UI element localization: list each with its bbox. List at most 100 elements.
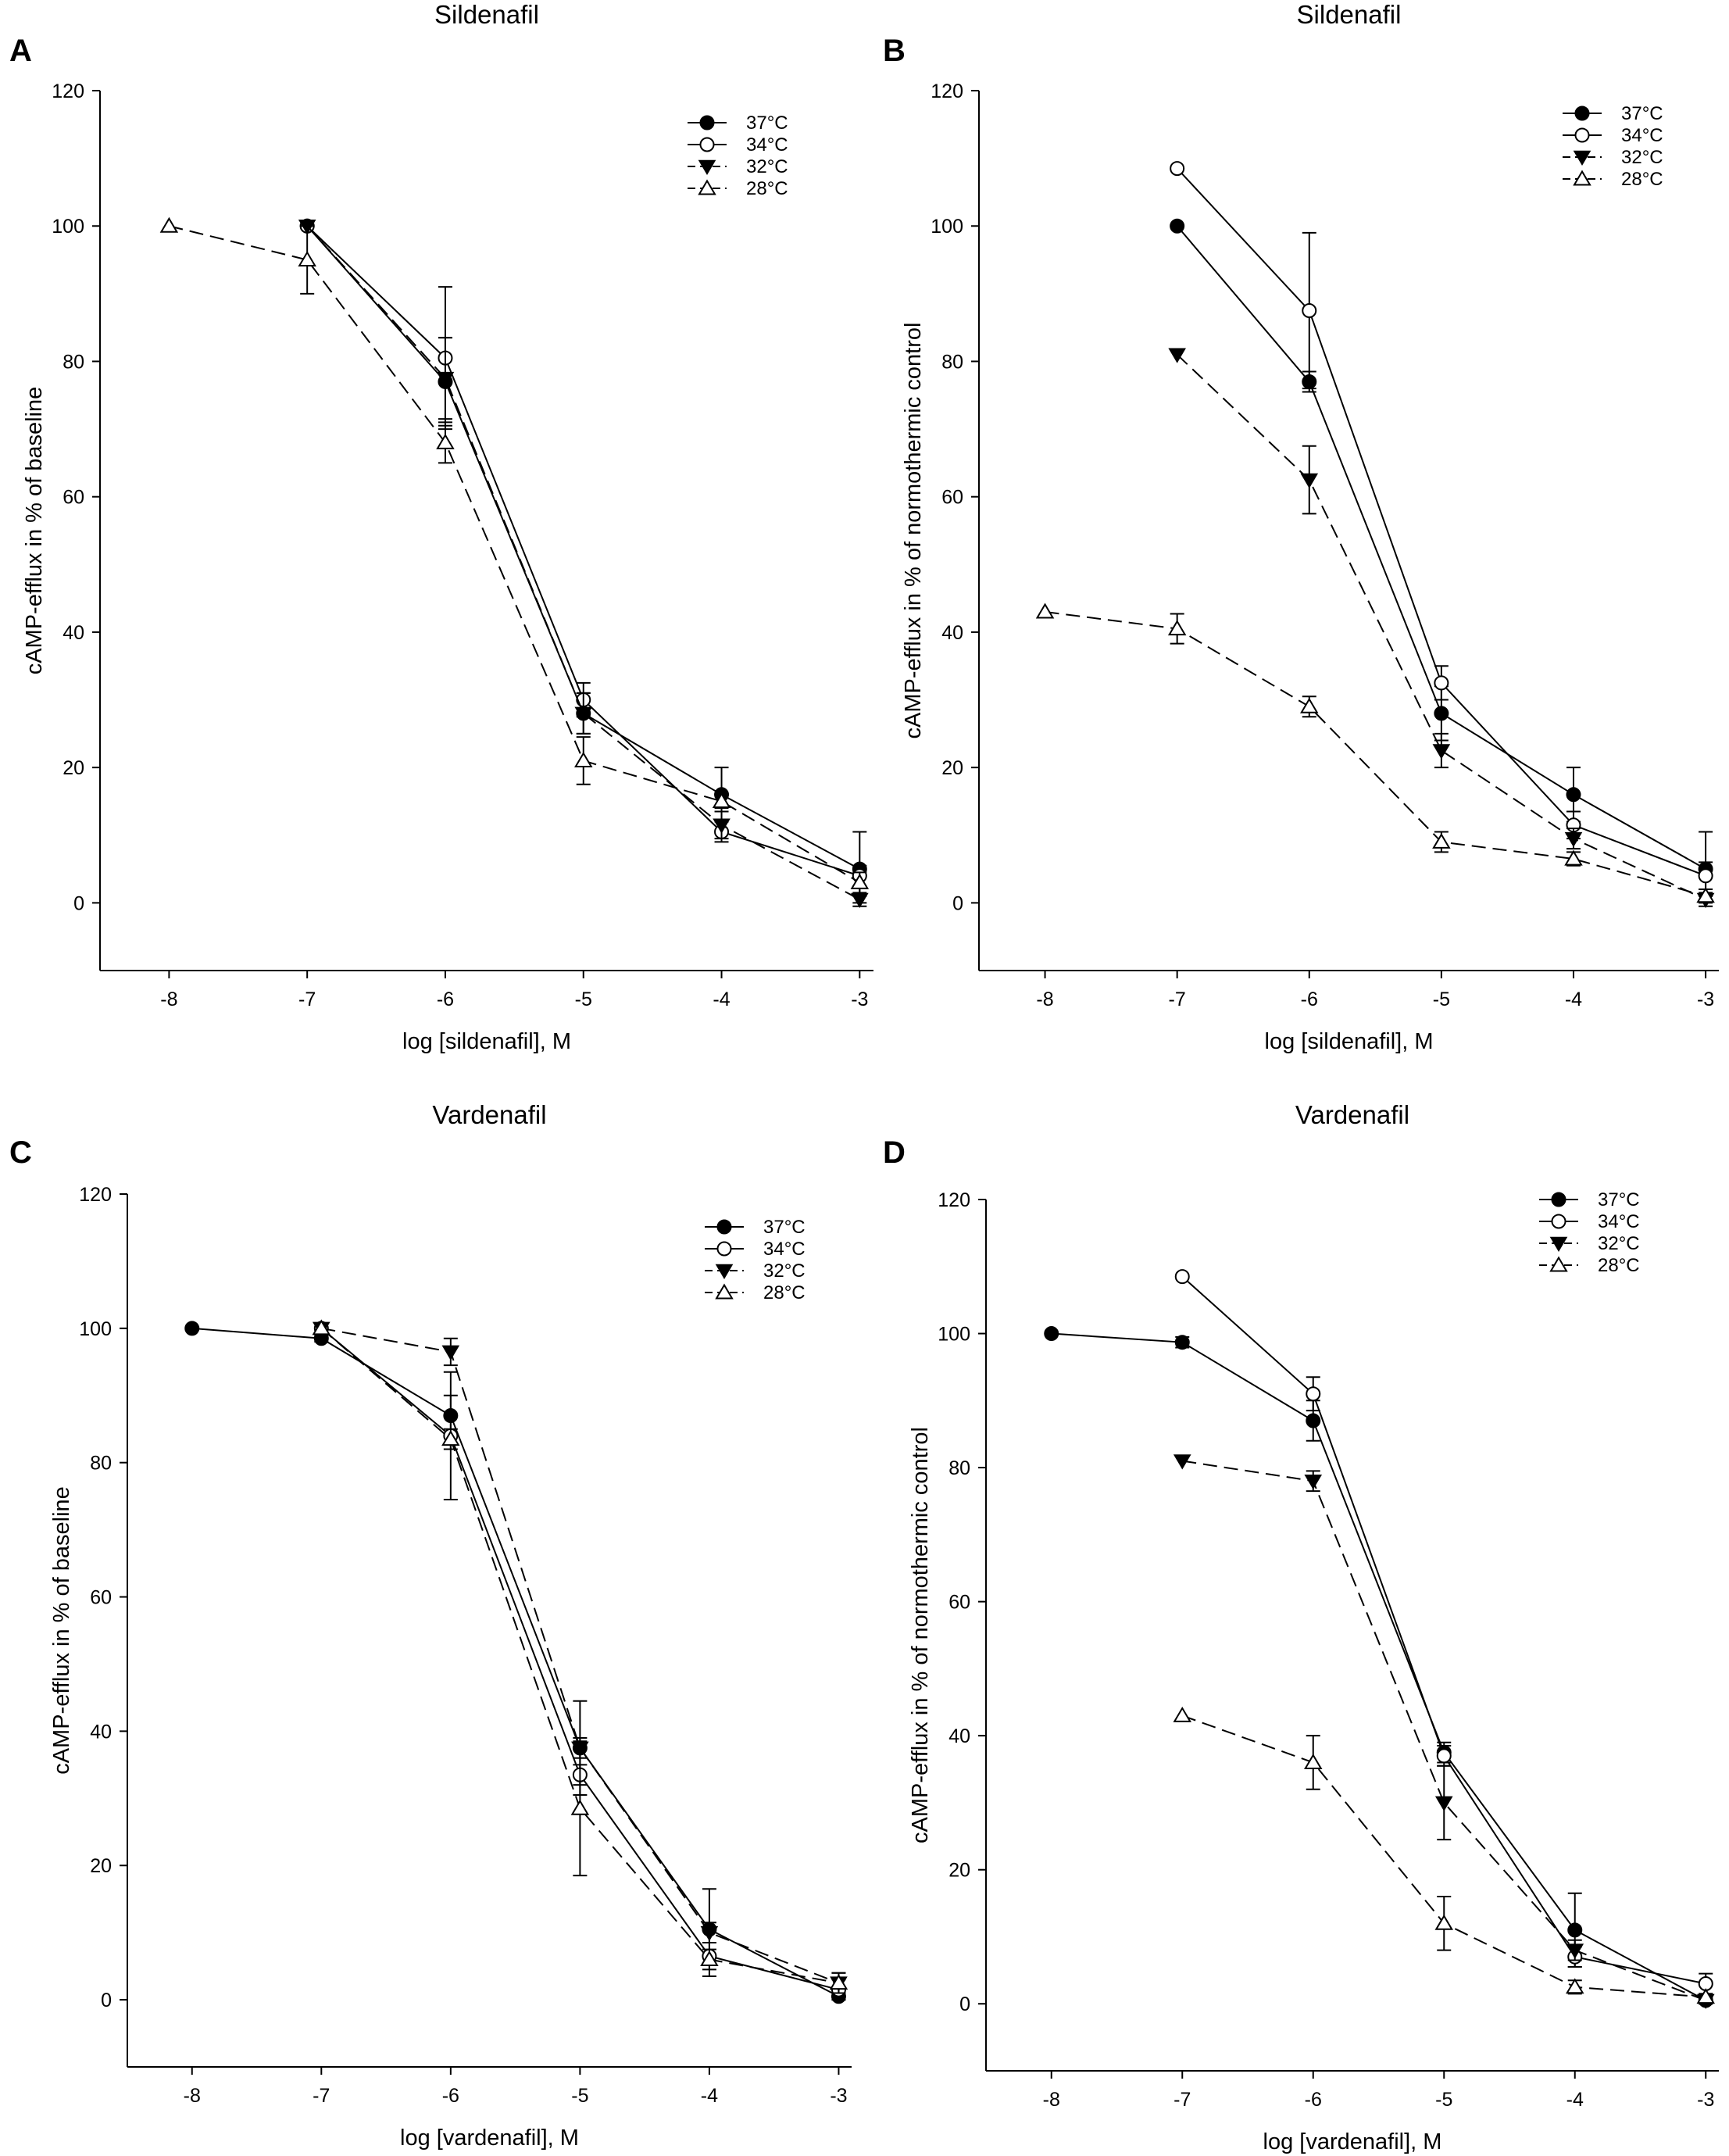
data-point — [1044, 1326, 1059, 1342]
x-axis-label: log [sildenafil], M — [402, 1029, 571, 1054]
y-tick-label: 100 — [938, 1324, 970, 1346]
y-tick-label: 0 — [101, 1990, 112, 2011]
x-tick-label: -4 — [713, 989, 730, 1010]
data-point — [713, 818, 731, 834]
series-28c — [1035, 602, 1715, 903]
x-tick-label: -5 — [571, 2085, 588, 2107]
data-point — [712, 792, 731, 808]
y-tick-label: 120 — [931, 80, 963, 102]
series-32c — [312, 1321, 848, 1994]
series-line — [321, 1327, 839, 1984]
legend: 37°C34°C32°C28°C — [1563, 103, 1663, 190]
legend-label: 37°C — [1621, 103, 1663, 124]
x-tick-label: -7 — [313, 2085, 330, 2107]
data-point — [1174, 1335, 1190, 1350]
data-point — [441, 1430, 460, 1446]
data-point — [1167, 620, 1187, 636]
y-tick-label: 40 — [948, 1725, 970, 1747]
data-point — [1696, 1988, 1715, 2004]
series-28c — [159, 216, 870, 894]
y-tick-label: 40 — [90, 1721, 112, 1743]
data-point — [436, 371, 455, 388]
data-point — [574, 706, 593, 722]
data-point — [312, 1319, 331, 1335]
data-point — [1170, 218, 1185, 234]
series-line — [191, 1327, 839, 1997]
legend-label: 37°C — [763, 1217, 806, 1238]
panel-letter: A — [9, 34, 32, 68]
data-point — [436, 433, 455, 449]
y-axis-label: cAMP-efflux in % of normothermic control — [901, 323, 926, 739]
legend-marker — [698, 159, 716, 175]
panel-a: A Sildenafil 0 20 40 60 80 100 120 -8 -7 -6 -5 -4 -3 lo… — [9, 0, 873, 1054]
legend-label: 28°C — [1621, 169, 1663, 190]
panel-letter: C — [9, 1135, 32, 1170]
y-tick-label: 60 — [90, 1587, 112, 1609]
x-tick-label: -6 — [1305, 2089, 1322, 2111]
x-tick-label: -3 — [1697, 2089, 1714, 2111]
data-point — [1566, 1943, 1584, 1959]
series-line — [1176, 354, 1706, 900]
series-line — [1051, 1332, 1706, 2001]
y-tick-label: 120 — [938, 1189, 970, 1211]
data-point — [574, 752, 593, 767]
series-28c — [312, 1319, 848, 1994]
legend-label: 37°C — [1598, 1189, 1640, 1210]
series-line — [1176, 167, 1706, 877]
panel-c: C Vardenafil 0 20 40 60 80 100 120 -8 -7 -6 -5 -4 -3 lo… — [9, 1100, 852, 2151]
panel-letter: D — [883, 1135, 906, 1170]
data-point — [159, 216, 179, 233]
series-line — [320, 1328, 839, 1984]
x-axis-label: log [vardenafil], M — [1263, 2129, 1442, 2154]
series-line — [169, 225, 860, 884]
x-tick-label: -7 — [1169, 989, 1186, 1010]
legend-marker — [1573, 150, 1591, 166]
x-axis-label: log [vardenafil], M — [400, 2126, 579, 2151]
legend-marker — [715, 1264, 734, 1279]
legend-marker — [699, 115, 715, 131]
legend-label: 34°C — [746, 134, 788, 156]
series-line — [1045, 610, 1706, 897]
data-point — [1304, 1753, 1323, 1769]
data-point — [1432, 832, 1451, 849]
chart-title: Sildenafil — [1297, 0, 1402, 29]
y-tick-label: 120 — [52, 80, 84, 102]
y-tick-label: 100 — [79, 1318, 112, 1340]
series-line — [1176, 225, 1706, 870]
data-point — [298, 251, 316, 267]
x-tick-label: -7 — [1174, 2089, 1191, 2111]
y-tick-label: 20 — [63, 757, 84, 779]
series-line — [320, 1328, 839, 1991]
data-point — [1696, 887, 1715, 903]
y-tick-label: 60 — [948, 1592, 970, 1614]
data-point — [1432, 744, 1451, 760]
legend-label: 34°C — [763, 1239, 806, 1260]
data-point — [1173, 1706, 1191, 1722]
data-point — [1170, 161, 1185, 177]
data-point — [441, 1345, 460, 1360]
data-point — [184, 1321, 200, 1336]
legend: 37°C34°C32°C28°C — [688, 113, 788, 199]
legend-label: 32°C — [746, 156, 788, 177]
legend-marker — [1551, 1214, 1566, 1229]
data-point — [700, 1950, 719, 1967]
series-37c — [1170, 218, 1713, 907]
legend-label: 34°C — [1621, 125, 1663, 146]
x-tick-label: -4 — [1566, 2089, 1584, 2111]
y-tick-label: 80 — [90, 1453, 112, 1475]
series-line — [306, 225, 860, 900]
data-point — [570, 1799, 590, 1815]
series-32c — [298, 219, 869, 909]
x-tick-label: -5 — [1435, 2089, 1452, 2111]
data-point — [1173, 1454, 1191, 1470]
chart-title: Sildenafil — [434, 0, 539, 29]
legend: 37°C34°C32°C28°C — [1539, 1189, 1640, 1276]
series-37c — [299, 218, 867, 907]
y-tick-label: 20 — [941, 757, 963, 779]
legend-label: 34°C — [1598, 1211, 1640, 1232]
data-point — [1035, 602, 1055, 619]
legend-label: 28°C — [1598, 1255, 1640, 1276]
data-point — [1564, 831, 1583, 848]
x-tick-label: -4 — [1565, 989, 1582, 1010]
data-point — [1434, 706, 1449, 721]
